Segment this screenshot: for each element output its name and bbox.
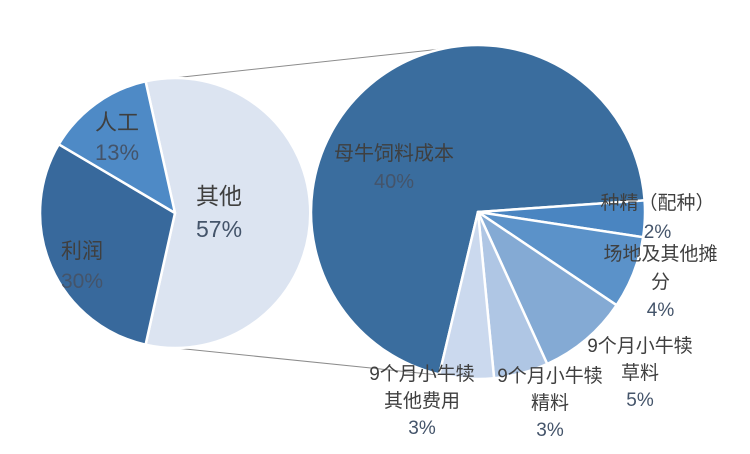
- pie-slice-cow-feed-cost: [309, 43, 646, 376]
- series-connector-line: [145, 44, 479, 82]
- series-connector-line: [145, 344, 479, 380]
- pie-slice-calf-other-cost: [438, 210, 496, 381]
- pie-slice-calf-forage: [476, 210, 618, 366]
- pie-slice-labor: [57, 80, 177, 215]
